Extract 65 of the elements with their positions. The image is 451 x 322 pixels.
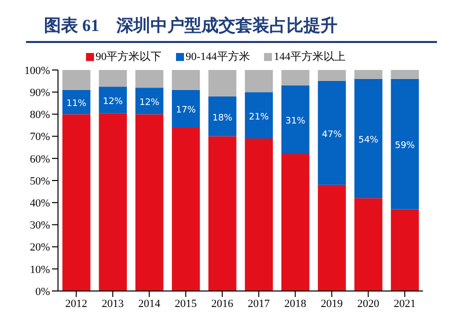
legend-label: 90-144平方米 — [186, 50, 250, 64]
bar — [98, 70, 127, 87]
bar — [390, 70, 419, 79]
bar — [135, 114, 164, 291]
y-tick-label: 30% — [30, 220, 50, 232]
bar — [208, 70, 236, 97]
bar — [244, 138, 273, 291]
data-label: 12% — [139, 98, 160, 108]
bar — [390, 209, 419, 291]
bar — [172, 90, 200, 128]
x-tick-label: 2017 — [248, 298, 270, 310]
bar — [135, 88, 164, 114]
bar — [62, 70, 90, 90]
data-label: 11% — [66, 99, 87, 110]
y-tick-label: 100% — [24, 64, 50, 77]
x-tick-label: 2018 — [284, 298, 307, 310]
x-tick-label: 2014 — [138, 298, 161, 310]
bar — [354, 198, 382, 291]
bar — [135, 70, 164, 88]
x-tick-label: 2020 — [357, 298, 380, 310]
y-tick-label: 90% — [30, 87, 50, 100]
data-label: 31% — [285, 116, 306, 127]
bar — [172, 127, 200, 291]
data-label: 12% — [102, 96, 124, 107]
y-tick-label: 70% — [30, 131, 50, 144]
y-tick-label: 40% — [30, 198, 50, 210]
y-tick-label: 10% — [30, 264, 50, 276]
legend-label: 144平方米以上 — [274, 50, 346, 64]
bar — [98, 86, 127, 114]
bar — [390, 78, 419, 210]
data-label: 47% — [322, 130, 342, 140]
bar — [354, 78, 382, 198]
y-tick-label: 50% — [30, 175, 50, 188]
bar — [62, 114, 90, 291]
data-label: 54% — [358, 136, 379, 146]
data-label: 59% — [394, 141, 416, 152]
bar — [98, 113, 127, 291]
bar — [318, 81, 346, 185]
bar — [354, 70, 382, 79]
x-tick-label: 2016 — [211, 298, 234, 310]
bar — [281, 85, 310, 154]
y-tick-label: 0% — [35, 286, 50, 298]
x-tick-label: 2019 — [320, 298, 344, 310]
bar — [244, 92, 273, 139]
x-tick-label: 2021 — [394, 298, 416, 310]
bar — [62, 90, 90, 114]
data-label: 21% — [248, 112, 270, 122]
y-tick-label: 60% — [30, 153, 50, 166]
x-tick-label: 2015 — [174, 298, 198, 310]
bar — [318, 70, 346, 82]
y-tick-label: 20% — [30, 242, 50, 254]
x-tick-label: 2012 — [65, 298, 88, 310]
data-label: 18% — [212, 113, 233, 124]
chart-title: 图表 61 深圳中户型成交套装占比提升 — [26, 8, 437, 43]
bar — [281, 70, 310, 86]
x-tick-label: 2013 — [102, 298, 124, 310]
bar — [244, 70, 273, 92]
data-label: 17% — [176, 106, 196, 116]
legend-label: 90平方米以下 — [96, 50, 162, 64]
bar — [208, 136, 236, 291]
y-tick-label: 80% — [30, 109, 50, 122]
bar — [172, 70, 200, 90]
bar — [318, 184, 346, 291]
bar — [208, 96, 236, 136]
bar — [281, 154, 310, 291]
